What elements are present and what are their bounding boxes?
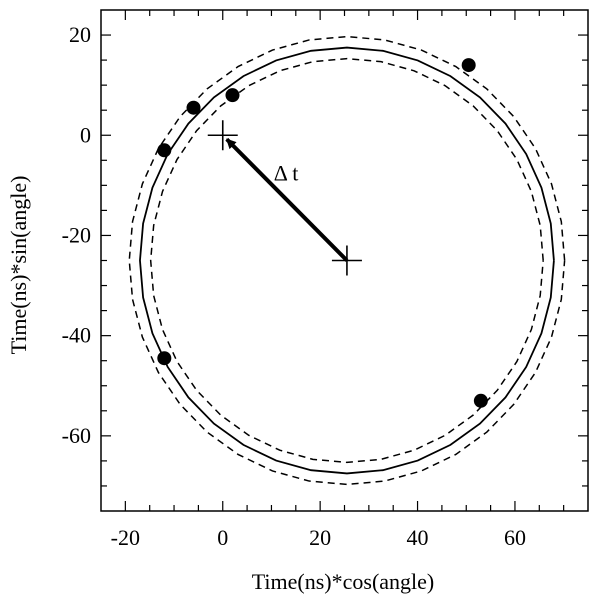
x-tick-label: 40 — [407, 525, 429, 550]
y-tick-label: -20 — [62, 222, 91, 247]
y-tick-label: 0 — [80, 122, 91, 147]
x-tick-label: 0 — [217, 525, 228, 550]
data-point — [473, 393, 488, 408]
arrow-label: Δ t — [274, 160, 299, 185]
data-point — [186, 100, 201, 115]
data-point — [157, 143, 172, 158]
x-tick-label: 20 — [309, 525, 331, 550]
y-tick-label: -40 — [62, 323, 91, 348]
y-tick-label: -60 — [62, 423, 91, 448]
x-tick-label: -20 — [111, 525, 140, 550]
x-tick-label: 60 — [504, 525, 526, 550]
origin-cross-marker — [207, 120, 238, 151]
y-tick-label: 20 — [69, 22, 91, 47]
data-point — [461, 58, 476, 73]
outer-bound-circle — [128, 35, 566, 486]
inner-bound-circle — [149, 57, 544, 464]
x-axis-label: Time(ns)*cos(angle) — [252, 569, 435, 594]
data-point — [157, 351, 172, 366]
delta-t-arrow — [225, 137, 349, 262]
y-axis-label: Time(ns)*sin(angle) — [6, 176, 31, 355]
fit-circle — [139, 46, 555, 475]
data-point — [225, 88, 240, 103]
